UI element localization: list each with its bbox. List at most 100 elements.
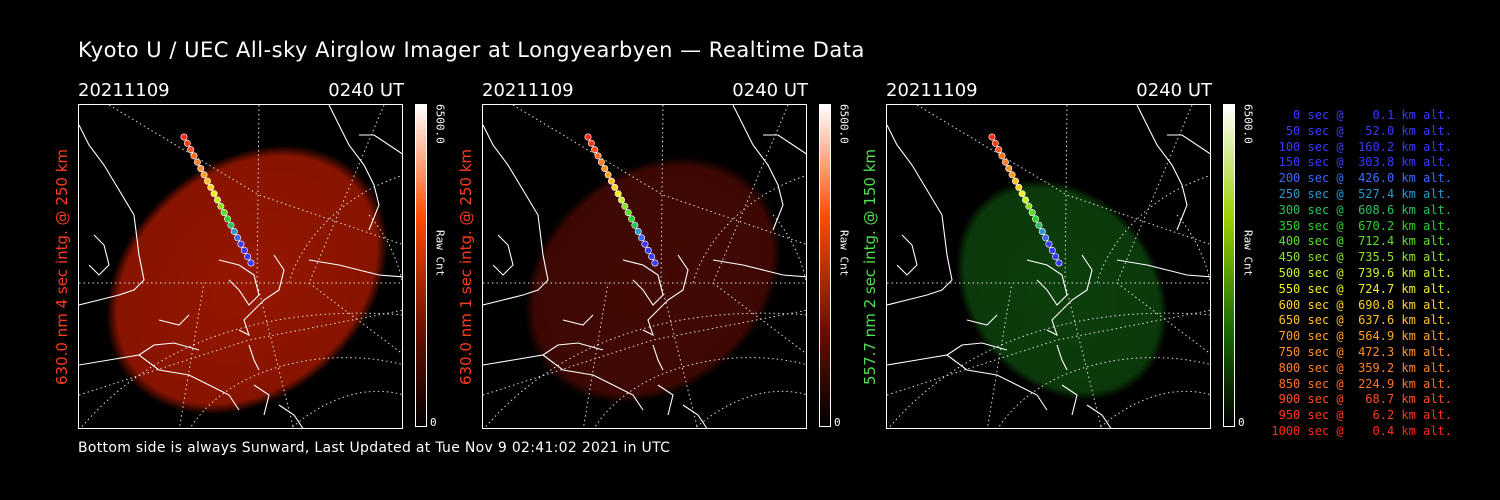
track-point [247,259,255,267]
track-point [1025,202,1033,210]
legend-item: 0 sec @ 0.1 km alt. [1271,108,1452,122]
track-point [591,146,599,154]
panel-date: 20211109 [482,80,574,101]
track-point [1038,228,1046,236]
coastline [483,105,806,428]
colorbar-unit-label: Raw Cnt [433,230,447,277]
footer-note: Bottom side is always Sunward, Last Upda… [78,440,671,456]
legend-item: 100 sec @ 160.2 km alt. [1271,139,1452,154]
track-point [210,190,218,198]
track-point [220,209,228,217]
coastline [79,105,402,428]
allsky-image [78,104,403,429]
track-point [641,240,649,248]
allsky-image [482,104,807,429]
allsky-image [886,104,1211,429]
legend-item: 700 sec @ 564.9 km alt. [1271,329,1452,344]
lat-lon-grid [483,105,806,428]
lat-lon-grid [887,105,1210,428]
track-point [1005,164,1013,172]
colorbar-min-label: 0 [834,416,841,429]
track-point [1018,190,1026,198]
track-point [628,215,636,223]
legend-item: 150 sec @ 303.8 km alt. [1271,155,1452,170]
legend-item: 350 sec @ 670.2 km alt. [1271,218,1452,233]
track-point [624,209,632,217]
satellite-track [584,133,659,267]
panel-ylabel: 630.0 nm 4 sec intg. @ 250 km [53,148,71,385]
track-point [651,259,659,267]
track-point [1022,196,1030,204]
legend-item: 50 sec @ 52.0 km alt. [1271,123,1452,138]
track-point [227,221,235,229]
track-point [995,146,1003,154]
track-point [193,158,201,166]
colorbar-max-label: 6500.0 [837,104,851,144]
track-point [621,202,629,210]
legend-item: 850 sec @ 224.9 km alt. [1271,376,1452,391]
colorbar-min-label: 0 [1238,416,1245,429]
colorbar-max-label: 6500.0 [433,104,447,144]
colorbar [819,104,831,427]
legend-item: 250 sec @ 527.4 km alt. [1271,186,1452,201]
track-point [1045,240,1053,248]
track-point [1008,171,1016,179]
track-point [187,146,195,154]
track-point [244,253,252,261]
track-point [190,152,198,160]
track-point [597,158,605,166]
track-point [234,234,242,242]
legend-item: 950 sec @ 6.2 km alt. [1271,408,1452,423]
legend-item: 800 sec @ 359.2 km alt. [1271,360,1452,375]
track-point [224,215,232,223]
legend-item: 650 sec @ 637.6 km alt. [1271,313,1452,328]
track-point [638,234,646,242]
coastline [887,105,1210,428]
track-point [648,253,656,261]
colorbar [1223,104,1235,427]
panel-ylabel: 557.7 nm 2 sec intg. @ 150 km [861,148,879,385]
satellite-track [988,133,1063,267]
track-point [230,228,238,236]
track-point [614,190,622,198]
track-point [237,240,245,248]
colorbar [415,104,427,427]
legend-item: 550 sec @ 724.7 km alt. [1271,281,1452,296]
track-point [1001,158,1009,166]
track-point [1052,253,1060,261]
legend-item: 500 sec @ 739.6 km alt. [1271,265,1452,280]
trajectory-legend: 0 sec @ 0.1 km alt. 50 sec @ 52.0 km alt… [1262,108,1452,440]
panel-date: 20211109 [78,80,170,101]
track-point [1011,177,1019,185]
panel-date: 20211109 [886,80,978,101]
airglow-emission [524,156,782,404]
track-point [183,139,191,147]
airglow-emission [106,145,388,415]
colorbar-max-label: 6500.0 [1241,104,1255,144]
track-point [1042,234,1050,242]
panel-time: 0240 UT [732,80,808,101]
lat-lon-grid [79,105,402,428]
track-point [197,164,205,172]
track-point [1032,215,1040,223]
track-point [1035,221,1043,229]
colorbar-unit-label: Raw Cnt [837,230,851,277]
track-point [988,133,996,141]
track-point [601,164,609,172]
track-point [604,171,612,179]
track-point [607,177,615,185]
legend-item: 450 sec @ 735.5 km alt. [1271,250,1452,265]
legend-item: 400 sec @ 712.4 km alt. [1271,234,1452,249]
sky-image-panel: 20211109 0240 UT 557.7 nm 2 sec intg. @ … [861,80,1276,430]
track-point [594,152,602,160]
panel-ylabel: 630.0 nm 1 sec intg. @ 250 km [457,148,475,385]
track-point [1048,246,1056,254]
track-point [584,133,592,141]
panel-time: 0240 UT [1136,80,1212,101]
colorbar-min-label: 0 [430,416,437,429]
legend-item: 300 sec @ 608.6 km alt. [1271,202,1452,217]
track-point [1015,183,1023,191]
track-point [998,152,1006,160]
track-point [180,133,188,141]
track-point [1055,259,1063,267]
